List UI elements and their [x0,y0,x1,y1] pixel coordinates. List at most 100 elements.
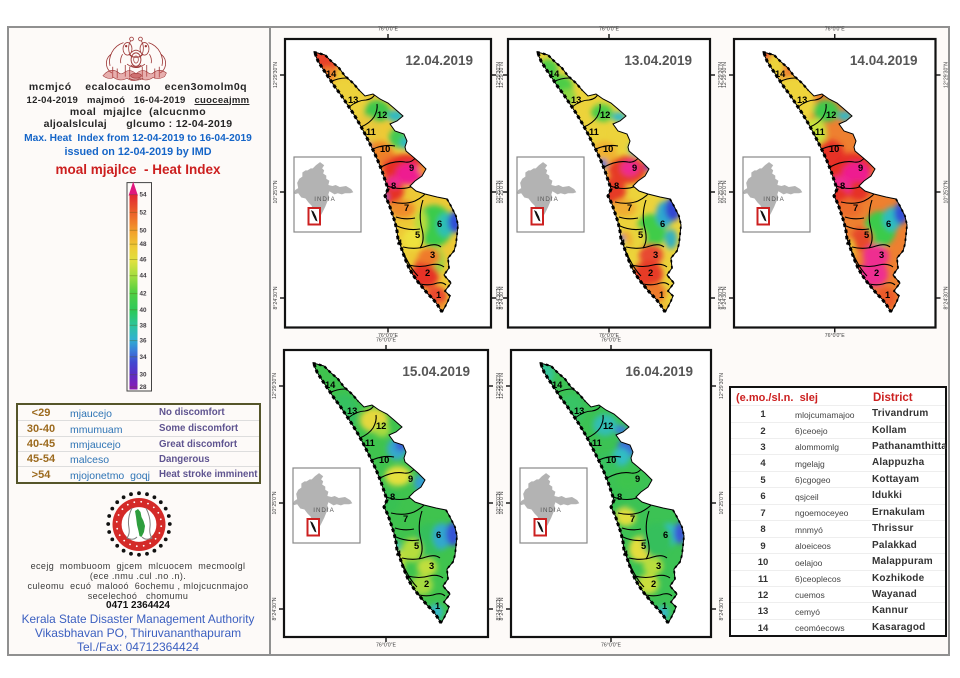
svg-text:11: 11 [815,127,825,137]
svg-text:11: 11 [365,438,375,448]
svg-text:16.04.2019: 16.04.2019 [625,364,693,379]
svg-text:8°24'30"N: 8°24'30"N [273,286,279,309]
svg-text:8: 8 [391,181,396,191]
svg-text:1: 1 [436,290,441,300]
svg-text:76°0'0"E: 76°0'0"E [378,333,398,339]
svg-text:7: 7 [404,203,409,213]
svg-text:11: 11 [366,127,376,137]
svg-text:4: 4 [846,238,852,248]
svg-text:4: 4 [623,549,629,559]
svg-text:6: 6 [660,219,665,229]
svg-text:12°29'30"N: 12°29'30"N [496,61,502,87]
svg-text:10°25'0"N: 10°25'0"N [272,491,278,514]
svg-text:5: 5 [638,230,643,240]
svg-text:3: 3 [430,250,435,260]
svg-text:52: 52 [140,209,148,216]
svg-text:38: 38 [140,322,148,329]
svg-text:30: 30 [140,372,148,379]
svg-text:14: 14 [549,69,560,79]
svg-text:28: 28 [140,384,148,391]
svg-text:1: 1 [435,601,440,611]
svg-text:INDIA: INDIA [313,507,335,514]
svg-text:8°24'30"N: 8°24'30"N [272,597,278,620]
svg-text:76°0'0"E: 76°0'0"E [376,642,396,648]
svg-text:48: 48 [140,241,148,248]
svg-text:50: 50 [140,227,148,234]
svg-text:12°29'30"N: 12°29'30"N [273,61,279,87]
svg-text:INDIA: INDIA [540,507,562,514]
svg-text:36: 36 [140,338,148,345]
svg-text:76°0'0"E: 76°0'0"E [599,26,619,32]
svg-text:8°24'30"N: 8°24'30"N [499,597,505,620]
svg-text:12°29'30"N: 12°29'30"N [722,61,728,87]
svg-text:8°24'30"N: 8°24'30"N [722,286,728,309]
svg-text:40: 40 [140,307,148,314]
svg-text:12°29'30"N: 12°29'30"N [944,61,950,87]
svg-text:INDIA: INDIA [314,196,336,203]
svg-text:7: 7 [403,514,408,524]
svg-text:11: 11 [592,438,602,448]
svg-text:13.04.2019: 13.04.2019 [624,53,692,68]
svg-text:12: 12 [377,110,387,120]
svg-text:76°0'0"E: 76°0'0"E [825,26,845,32]
svg-text:2: 2 [874,268,879,278]
svg-text:6: 6 [436,530,441,540]
svg-text:10°25'0"N: 10°25'0"N [496,491,502,514]
svg-text:12: 12 [376,421,386,431]
svg-text:54: 54 [140,192,148,199]
svg-text:3: 3 [656,561,661,571]
svg-text:15.04.2019: 15.04.2019 [402,364,470,379]
svg-text:6: 6 [886,219,891,229]
svg-text:14: 14 [775,69,786,79]
svg-text:12°29'30"N: 12°29'30"N [496,372,502,398]
svg-text:12°29'30"N: 12°29'30"N [719,372,725,398]
svg-text:9: 9 [632,163,637,173]
svg-text:3: 3 [879,250,884,260]
svg-text:2: 2 [425,268,430,278]
svg-text:12°29'30"N: 12°29'30"N [272,372,278,398]
svg-text:4: 4 [620,238,626,248]
svg-text:9: 9 [408,474,413,484]
svg-text:10°25'0"N: 10°25'0"N [273,180,279,203]
svg-text:10: 10 [829,144,839,154]
svg-text:10°25'0"N: 10°25'0"N [719,491,725,514]
svg-text:9: 9 [409,163,414,173]
svg-text:5: 5 [864,230,869,240]
svg-text:76°0'0"E: 76°0'0"E [601,642,621,648]
svg-text:3: 3 [653,250,658,260]
svg-text:10°25'0"N: 10°25'0"N [496,180,502,203]
svg-text:12: 12 [603,421,613,431]
svg-text:8°24'30"N: 8°24'30"N [496,286,502,309]
svg-text:12: 12 [600,110,610,120]
svg-text:8°24'30"N: 8°24'30"N [719,597,725,620]
svg-text:10°25'0"N: 10°25'0"N [499,180,505,203]
svg-text:8: 8 [617,492,622,502]
svg-text:4: 4 [396,549,402,559]
svg-text:2: 2 [651,579,656,589]
svg-text:46: 46 [140,257,148,264]
svg-text:14: 14 [325,380,336,390]
svg-text:76°0'0"E: 76°0'0"E [378,26,398,32]
svg-text:4: 4 [397,238,403,248]
svg-text:7: 7 [853,203,858,213]
svg-text:5: 5 [415,230,420,240]
svg-text:12.04.2019: 12.04.2019 [405,53,473,68]
svg-text:14.04.2019: 14.04.2019 [850,53,918,68]
svg-text:10: 10 [380,144,390,154]
svg-text:10°25'0"N: 10°25'0"N [499,491,505,514]
svg-text:13: 13 [574,406,584,416]
svg-text:INDIA: INDIA [763,196,785,203]
svg-text:1: 1 [659,290,664,300]
svg-text:10: 10 [379,455,389,465]
svg-text:10: 10 [606,455,616,465]
svg-text:7: 7 [630,514,635,524]
svg-text:8°24'30"N: 8°24'30"N [499,286,505,309]
svg-text:13: 13 [797,95,807,105]
svg-text:14: 14 [326,69,337,79]
svg-text:2: 2 [424,579,429,589]
svg-text:13: 13 [348,95,358,105]
svg-text:12°29'30"N: 12°29'30"N [718,61,724,87]
svg-text:14: 14 [552,380,563,390]
svg-text:INDIA: INDIA [537,196,559,203]
svg-text:11: 11 [589,127,599,137]
